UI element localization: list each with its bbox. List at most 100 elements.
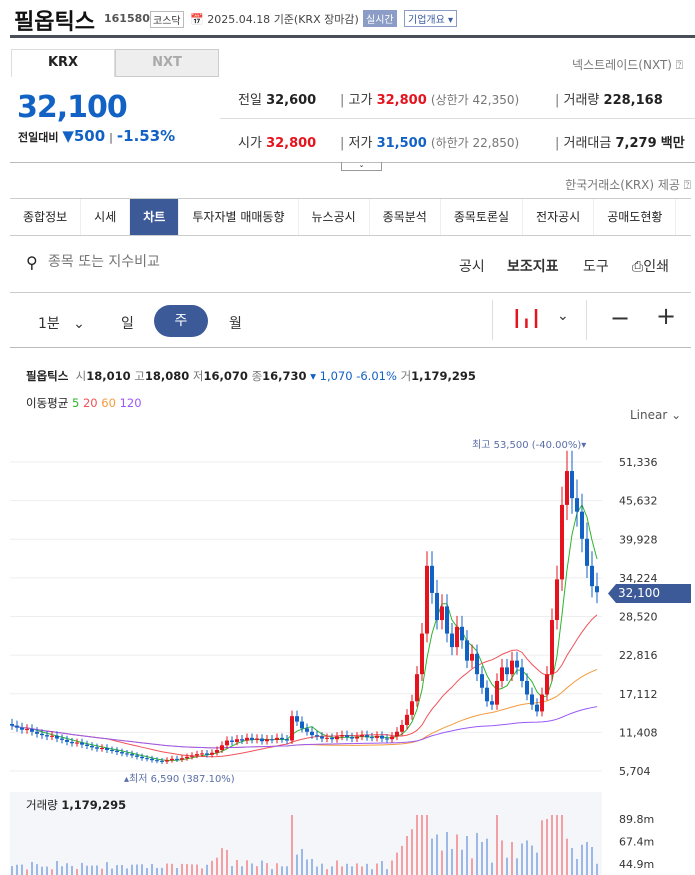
volume-bar [161, 867, 163, 875]
candle-body [15, 725, 19, 728]
volume-bar [71, 866, 73, 875]
volume-bar [496, 815, 498, 875]
nav-quotes[interactable]: 시세 [81, 199, 131, 235]
search-input[interactable] [48, 254, 348, 270]
volume-legend: 거래량 1,179,295 [26, 798, 127, 812]
volume-bar [341, 866, 343, 875]
chevron-down-icon[interactable]: ⌄ [557, 308, 569, 324]
nav-disclosure[interactable]: 전자공시 [523, 199, 595, 235]
volume-bar [461, 849, 463, 875]
period-month[interactable]: 월 [229, 316, 242, 332]
change-row: 전일대비 ▼500 | -1.53% [18, 127, 176, 145]
candle-body [285, 739, 289, 741]
indicators-button[interactable]: 보조지표 [507, 259, 559, 275]
price-chart[interactable]: 51,336 45,632 39,928 34,224 28,520 22,816 17,1… [0, 430, 695, 875]
period-week[interactable]: 주 [154, 305, 208, 337]
scale-dropdown[interactable]: Linear ⌄ [630, 408, 681, 422]
tab-nxt[interactable]: NXT [115, 49, 219, 77]
nav-analysis[interactable]: 종목분석 [370, 199, 441, 235]
nav-investors[interactable]: 투자자별 매매동향 [179, 199, 299, 235]
candle-body [490, 701, 494, 705]
volume-bar [436, 834, 438, 875]
candle-body [310, 731, 314, 736]
change-value: 500 [73, 127, 106, 145]
candle-body [215, 750, 219, 753]
legend-low: 16,070 [203, 369, 248, 383]
volume-bar [356, 863, 358, 875]
expand-button[interactable]: ⌄ [341, 162, 382, 171]
legend-close: 16,730 [262, 369, 307, 383]
volume-bar [266, 863, 268, 875]
candle-body [465, 640, 469, 661]
candle-body [300, 721, 304, 729]
candle-body [530, 694, 534, 705]
volume-bar [11, 866, 13, 875]
volume-bar [516, 858, 518, 875]
volume-bar [296, 854, 298, 875]
zoom-out-button[interactable]: − [610, 304, 631, 332]
disclosure-button[interactable]: 공시 [459, 259, 485, 275]
change-pct: -1.53% [116, 127, 176, 145]
nav-chart[interactable]: 차트 [130, 199, 180, 235]
open-label: 시가 [238, 136, 262, 151]
volume-bar [351, 866, 353, 875]
volume-bar [311, 858, 313, 875]
candle-body [30, 729, 34, 732]
tools-button[interactable]: 도구 [583, 259, 609, 275]
print-button[interactable]: ⎙인쇄 [632, 256, 669, 276]
candle-body [375, 735, 379, 738]
candle-body [485, 687, 489, 702]
current-price: 32,100 [17, 90, 128, 125]
main-nav: 종합정보 시세 차트 투자자별 매매동향 뉴스공시 종목분석 종목토론실 전자공… [10, 198, 691, 236]
candle-body [70, 741, 74, 744]
nav-forum[interactable]: 종목토론실 [441, 199, 524, 235]
candle-body [75, 742, 79, 744]
volume-bar [596, 863, 598, 875]
volume-bar [531, 845, 533, 875]
candle-body [275, 737, 279, 740]
nav-short[interactable]: 공매도현황 [594, 199, 677, 235]
candle-body [155, 760, 159, 762]
nxt-info[interactable]: 넥스트레이드(NXT) ⍰ [572, 56, 683, 73]
volume-bar [511, 842, 513, 875]
corp-info-dropdown[interactable]: 기업개요 ▾ [404, 10, 458, 27]
candle-body [395, 731, 399, 737]
candle-body [515, 660, 519, 668]
candle-body [45, 735, 49, 737]
volume-bar [101, 868, 103, 875]
corp-info-label: 기업개요 [408, 15, 445, 26]
candle-body [175, 758, 179, 760]
zoom-in-button[interactable]: + [656, 302, 677, 330]
realtime-button[interactable]: 실시간 [363, 10, 397, 27]
candle-type-icon[interactable]: ┃╻┃ [512, 309, 541, 328]
help-icon[interactable]: ⍰ [683, 178, 691, 192]
scale-label: Linear [630, 408, 668, 422]
volume-bar [41, 866, 43, 875]
volume-bar [76, 868, 78, 875]
candle-body [475, 653, 479, 675]
volume-bar [231, 866, 233, 875]
search-icon: ⚲ [26, 253, 38, 272]
tab-krx[interactable]: KRX [11, 49, 115, 77]
candle-body [205, 753, 209, 755]
candle-body [120, 752, 124, 754]
y-tick-label: 45,632 [619, 495, 658, 508]
candle-body [580, 511, 584, 539]
volume-bar [381, 860, 383, 875]
volume-bar [61, 866, 63, 875]
candle-body [200, 753, 204, 755]
nav-news[interactable]: 뉴스공시 [299, 199, 370, 235]
volume-bar [226, 849, 228, 875]
help-icon[interactable]: ⍰ [675, 58, 683, 72]
ma-legend: 이동평균 5 20 60 120 [26, 395, 142, 411]
nav-summary[interactable]: 종합정보 [10, 199, 82, 235]
y-tick-label: 22,816 [619, 649, 658, 662]
interval-dropdown[interactable]: 1분 ⌄ [38, 313, 85, 333]
candle-body [160, 760, 164, 762]
candle-body [195, 754, 199, 756]
prev-label: 전일 [238, 93, 262, 108]
last-price-tag: 32,100 [608, 584, 691, 603]
volume-bar [81, 862, 83, 875]
candle-body [20, 727, 24, 730]
period-day[interactable]: 일 [121, 316, 134, 332]
